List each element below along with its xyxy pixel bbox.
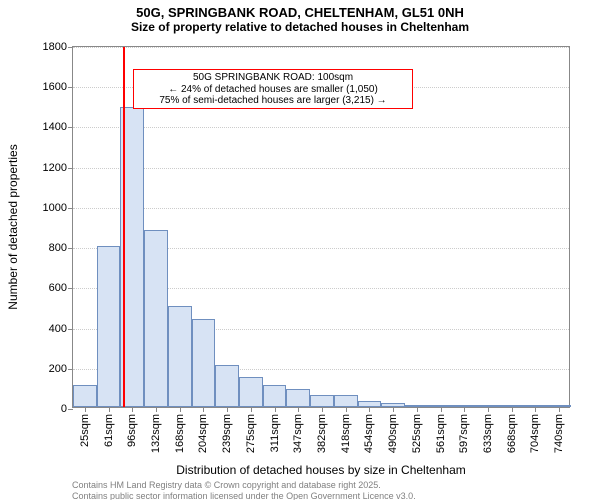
xtick-mark: [298, 407, 299, 412]
ytick-label: 1400: [43, 121, 67, 133]
x-axis-label: Distribution of detached houses by size …: [72, 463, 570, 477]
ytick-mark: [68, 87, 73, 88]
y-axis-label: Number of detached properties: [6, 144, 20, 309]
xtick-mark: [85, 407, 86, 412]
ytick-mark: [68, 248, 73, 249]
xtick-mark: [203, 407, 204, 412]
xtick-label: 239sqm: [221, 414, 233, 453]
attribution: Contains HM Land Registry data © Crown c…: [72, 480, 416, 500]
ytick-mark: [68, 369, 73, 370]
annotation-box: 50G SPRINGBANK ROAD: 100sqm ← 24% of det…: [133, 69, 413, 109]
ytick-label: 1200: [43, 162, 67, 174]
xtick-label: 561sqm: [435, 414, 447, 453]
gridline: [73, 127, 569, 128]
xtick-label: 704sqm: [529, 414, 541, 453]
plot-area: 02004006008001000120014001600180025sqm61…: [72, 46, 570, 408]
histogram-bar: [334, 395, 358, 407]
histogram-bar: [263, 385, 287, 407]
xtick-mark: [180, 407, 181, 412]
xtick-label: 382sqm: [316, 414, 328, 453]
ytick-mark: [68, 329, 73, 330]
ytick-label: 1000: [43, 202, 67, 214]
ytick-label: 200: [49, 363, 67, 375]
histogram-bar: [73, 385, 97, 407]
xtick-label: 418sqm: [340, 414, 352, 453]
gridline: [73, 47, 569, 48]
xtick-mark: [512, 407, 513, 412]
annotation-line-1: 50G SPRINGBANK ROAD: 100sqm: [138, 72, 408, 84]
ytick-label: 400: [49, 323, 67, 335]
chart-title: 50G, SPRINGBANK ROAD, CHELTENHAM, GL51 0…: [0, 0, 600, 21]
xtick-label: 740sqm: [553, 414, 565, 453]
xtick-mark: [559, 407, 560, 412]
xtick-mark: [488, 407, 489, 412]
xtick-label: 668sqm: [506, 414, 518, 453]
ytick-label: 800: [49, 242, 67, 254]
chart-subtitle: Size of property relative to detached ho…: [0, 21, 600, 35]
xtick-label: 168sqm: [174, 414, 186, 453]
ytick-mark: [68, 409, 73, 410]
gridline: [73, 168, 569, 169]
annotation-line-3: 75% of semi-detached houses are larger (…: [138, 95, 408, 107]
xtick-label: 311sqm: [269, 414, 281, 452]
ytick-label: 1800: [43, 41, 67, 53]
xtick-mark: [417, 407, 418, 412]
ytick-mark: [68, 168, 73, 169]
xtick-label: 204sqm: [197, 414, 209, 453]
xtick-mark: [441, 407, 442, 412]
xtick-label: 454sqm: [363, 414, 375, 453]
xtick-label: 61sqm: [103, 414, 115, 447]
xtick-mark: [132, 407, 133, 412]
xtick-label: 132sqm: [150, 414, 162, 453]
ytick-mark: [68, 208, 73, 209]
xtick-label: 25sqm: [79, 414, 91, 447]
histogram-bar: [144, 230, 168, 407]
histogram-bar: [310, 395, 334, 407]
xtick-mark: [275, 407, 276, 412]
xtick-label: 633sqm: [482, 414, 494, 453]
xtick-label: 347sqm: [292, 414, 304, 453]
xtick-label: 490sqm: [387, 414, 399, 453]
xtick-label: 275sqm: [245, 414, 257, 453]
marker-line: [123, 47, 125, 407]
histogram-bar: [168, 306, 192, 407]
ytick-label: 1600: [43, 81, 67, 93]
ytick-mark: [68, 127, 73, 128]
xtick-mark: [156, 407, 157, 412]
histogram-bar: [239, 377, 263, 407]
histogram-bar: [286, 389, 310, 407]
xtick-label: 525sqm: [411, 414, 423, 453]
chart-container: { "title": "50G, SPRINGBANK ROAD, CHELTE…: [0, 0, 600, 500]
ytick-label: 600: [49, 282, 67, 294]
xtick-mark: [346, 407, 347, 412]
xtick-mark: [369, 407, 370, 412]
ytick-label: 0: [61, 403, 67, 415]
xtick-mark: [393, 407, 394, 412]
gridline: [73, 208, 569, 209]
xtick-label: 96sqm: [126, 414, 138, 447]
xtick-mark: [322, 407, 323, 412]
xtick-mark: [227, 407, 228, 412]
xtick-mark: [464, 407, 465, 412]
annotation-line-2: ← 24% of detached houses are smaller (1,…: [138, 84, 408, 96]
xtick-mark: [109, 407, 110, 412]
attribution-line-2: Contains public sector information licen…: [72, 491, 416, 500]
attribution-line-1: Contains HM Land Registry data © Crown c…: [72, 480, 416, 491]
xtick-mark: [251, 407, 252, 412]
ytick-mark: [68, 288, 73, 289]
ytick-mark: [68, 47, 73, 48]
xtick-mark: [535, 407, 536, 412]
xtick-label: 597sqm: [458, 414, 470, 453]
histogram-bar: [192, 319, 216, 407]
histogram-bar: [97, 246, 121, 407]
histogram-bar: [215, 365, 239, 407]
